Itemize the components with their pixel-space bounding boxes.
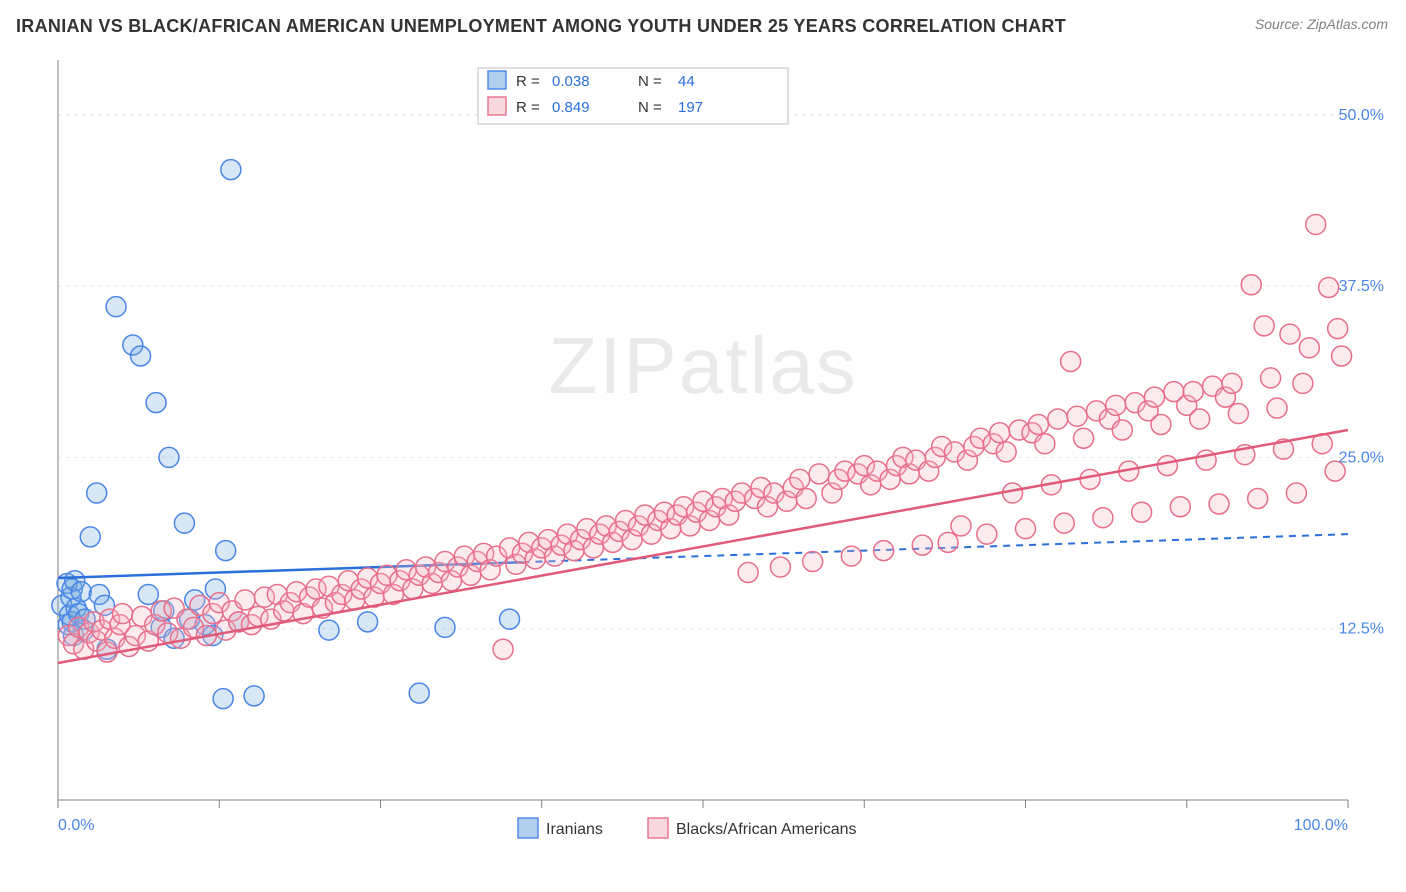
data-point — [1299, 338, 1319, 358]
data-point — [131, 346, 151, 366]
data-point — [1016, 519, 1036, 539]
data-point — [358, 612, 378, 632]
data-point — [1157, 456, 1177, 476]
data-point — [1061, 351, 1081, 371]
data-point — [146, 393, 166, 413]
data-point — [977, 524, 997, 544]
data-point — [1328, 319, 1348, 339]
legend-label: Iranians — [546, 821, 603, 838]
chart-container: IRANIAN VS BLACK/AFRICAN AMERICAN UNEMPL… — [0, 0, 1406, 892]
svg-text:R =: R = — [516, 73, 540, 90]
data-point — [1080, 469, 1100, 489]
data-point — [996, 442, 1016, 462]
data-point — [1325, 461, 1345, 481]
data-point — [1286, 483, 1306, 503]
data-point — [1106, 395, 1126, 415]
data-point — [1267, 398, 1287, 418]
data-point — [409, 683, 429, 703]
data-point — [809, 464, 829, 484]
data-point — [1048, 409, 1068, 429]
svg-text:12.5%: 12.5% — [1339, 621, 1384, 638]
data-point — [106, 297, 126, 317]
scatter-chart: ZIPatlas 0.0% 100.0% 12.5% 25.0% 37.5% 50.0% R … — [48, 50, 1388, 840]
data-point — [874, 541, 894, 561]
legend-swatch — [648, 818, 668, 838]
svg-text:R =: R = — [516, 99, 540, 116]
data-point — [319, 620, 339, 640]
data-point — [1190, 409, 1210, 429]
legend-swatch — [518, 818, 538, 838]
data-point — [1222, 373, 1242, 393]
data-point — [1280, 324, 1300, 344]
correlation-legend: R = 0.038 N = 44 R = 0.849 N = 197 — [478, 68, 788, 124]
data-point — [174, 513, 194, 533]
data-point — [1035, 434, 1055, 454]
source-attribution: Source: ZipAtlas.com — [1255, 16, 1388, 32]
data-point — [500, 609, 520, 629]
data-point — [1132, 502, 1152, 522]
data-point — [790, 469, 810, 489]
data-point — [796, 489, 816, 509]
data-point — [951, 516, 971, 536]
svg-text:0.849: 0.849 — [552, 99, 590, 116]
data-point — [770, 557, 790, 577]
svg-text:100.0%: 100.0% — [1294, 817, 1348, 834]
data-point — [80, 527, 100, 547]
data-point — [1183, 382, 1203, 402]
data-point — [1112, 420, 1132, 440]
data-point — [1228, 404, 1248, 424]
data-point — [1306, 214, 1326, 234]
data-point — [1145, 387, 1165, 407]
svg-text:50.0%: 50.0% — [1339, 107, 1384, 124]
svg-text:44: 44 — [678, 73, 695, 90]
svg-text:0.0%: 0.0% — [58, 817, 94, 834]
data-point — [1074, 428, 1094, 448]
data-point — [1151, 415, 1171, 435]
data-point — [1248, 489, 1268, 509]
legend-label: Blacks/African Americans — [676, 821, 857, 838]
data-point — [1319, 277, 1339, 297]
svg-text:ZIPatlas: ZIPatlas — [548, 321, 857, 410]
svg-text:N =: N = — [638, 99, 662, 116]
data-point — [493, 639, 513, 659]
data-point — [1241, 275, 1261, 295]
data-point — [113, 604, 133, 624]
data-point — [1028, 415, 1048, 435]
data-point — [803, 552, 823, 572]
svg-text:25.0%: 25.0% — [1339, 449, 1384, 466]
data-point — [841, 546, 861, 566]
data-point — [1332, 346, 1352, 366]
data-point — [990, 423, 1010, 443]
data-point — [738, 563, 758, 583]
svg-text:0.038: 0.038 — [552, 73, 590, 90]
data-point — [1293, 373, 1313, 393]
data-point — [87, 483, 107, 503]
svg-text:197: 197 — [678, 99, 703, 116]
data-point — [159, 447, 179, 467]
data-point — [244, 686, 264, 706]
data-point — [1054, 513, 1074, 533]
chart-area: ZIPatlas 0.0% 100.0% 12.5% 25.0% 37.5% 50.0% R … — [48, 50, 1388, 840]
data-point — [221, 160, 241, 180]
data-point — [71, 582, 91, 602]
svg-text:37.5%: 37.5% — [1339, 278, 1384, 295]
data-point — [1170, 497, 1190, 517]
chart-title: IRANIAN VS BLACK/AFRICAN AMERICAN UNEMPL… — [16, 16, 1066, 37]
data-point — [213, 689, 233, 709]
data-point — [938, 532, 958, 552]
series-legend: Iranians Blacks/African Americans — [518, 818, 857, 838]
data-point — [1209, 494, 1229, 514]
data-point — [435, 617, 455, 637]
data-point — [1067, 406, 1087, 426]
data-point — [1093, 508, 1113, 528]
data-point — [235, 590, 255, 610]
data-point — [1254, 316, 1274, 336]
data-point — [912, 535, 932, 555]
svg-text:N =: N = — [638, 73, 662, 90]
data-point — [138, 584, 158, 604]
data-point — [216, 541, 236, 561]
data-point — [1261, 368, 1281, 388]
